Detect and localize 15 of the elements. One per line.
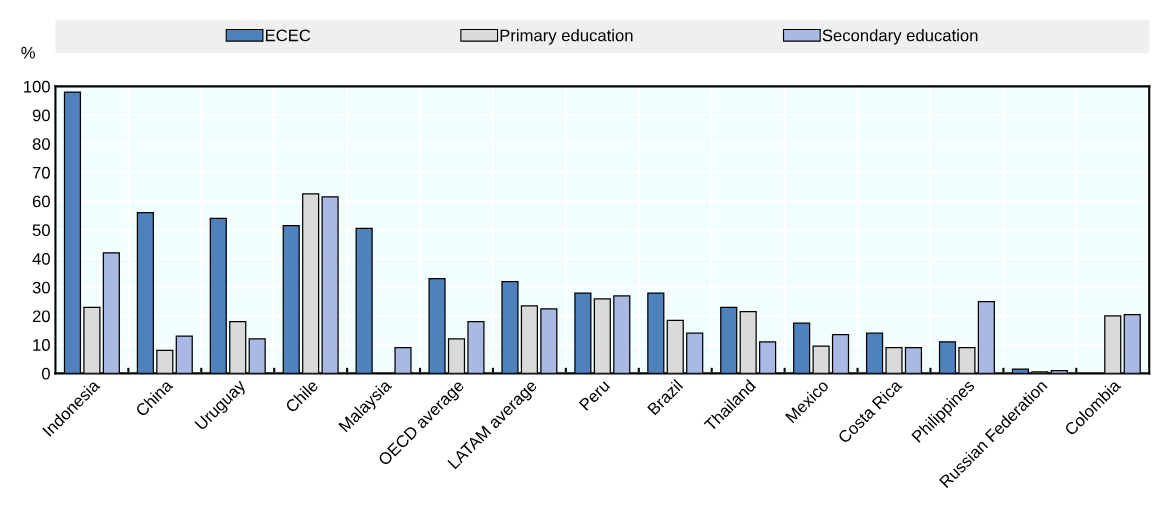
legend-label: Primary education: [500, 29, 633, 45]
y-tick-label: 70: [32, 166, 50, 179]
y-tick-label: 20: [32, 310, 50, 323]
y-tick-label: 50: [32, 224, 50, 237]
y-tick-label: 90: [32, 109, 50, 122]
y-tick-label: 10: [33, 339, 50, 351]
y-tick-label: 40: [32, 252, 50, 265]
legend-label: ECEC: [265, 29, 311, 42]
y-tick-label: 80: [32, 138, 50, 150]
y-tick-label: 0: [41, 367, 50, 380]
legend-label: Secondary education: [822, 29, 978, 45]
y-tick-label: 100: [24, 80, 50, 93]
y-axis-title: %: [21, 46, 36, 59]
y-tick-label: 30: [32, 281, 50, 294]
y-tick-label: 60: [32, 195, 50, 208]
